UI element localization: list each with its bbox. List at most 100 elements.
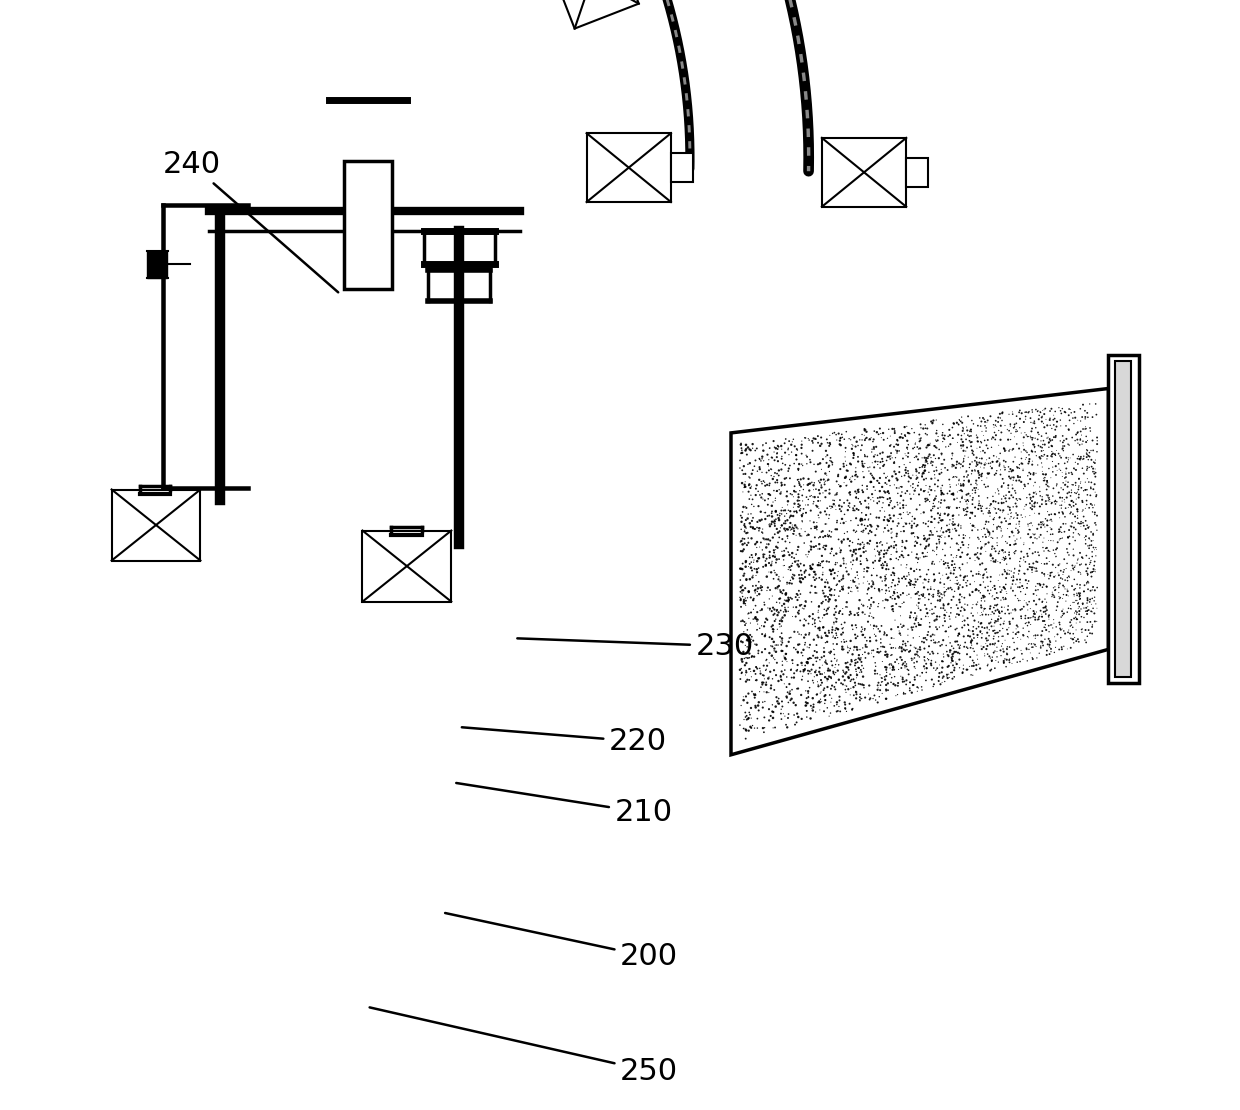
Point bbox=[967, 428, 987, 446]
Point bbox=[918, 436, 937, 454]
Point bbox=[1064, 415, 1084, 433]
Point bbox=[844, 686, 864, 704]
Point bbox=[1085, 475, 1105, 493]
Point bbox=[975, 460, 994, 477]
Point bbox=[951, 440, 971, 457]
Point bbox=[978, 523, 998, 541]
Point bbox=[802, 559, 822, 577]
Point bbox=[758, 582, 777, 599]
Point bbox=[905, 646, 925, 664]
Point bbox=[862, 517, 882, 535]
Point bbox=[1058, 544, 1078, 562]
Point bbox=[937, 596, 957, 614]
Point bbox=[993, 627, 1013, 645]
Point bbox=[764, 623, 784, 640]
Point bbox=[732, 633, 751, 650]
Point bbox=[877, 561, 897, 578]
Point bbox=[1059, 521, 1079, 538]
Point bbox=[1027, 559, 1047, 577]
Point bbox=[1080, 582, 1100, 599]
Point bbox=[730, 506, 750, 524]
Point bbox=[754, 708, 774, 726]
Point bbox=[993, 494, 1013, 512]
Point bbox=[1022, 558, 1042, 576]
Point bbox=[821, 528, 841, 546]
Point bbox=[821, 453, 841, 471]
Point bbox=[746, 440, 766, 457]
Point bbox=[945, 515, 965, 533]
Point bbox=[844, 541, 864, 558]
Point bbox=[825, 615, 844, 633]
Point bbox=[1076, 527, 1096, 545]
Point bbox=[967, 433, 987, 451]
Point bbox=[768, 452, 787, 470]
Point bbox=[756, 434, 776, 452]
Point bbox=[882, 519, 901, 537]
Point bbox=[1050, 496, 1070, 514]
Point bbox=[994, 598, 1014, 616]
Point bbox=[904, 608, 924, 626]
Point bbox=[743, 548, 763, 566]
Point bbox=[832, 605, 852, 623]
Point bbox=[1021, 521, 1040, 538]
Point bbox=[935, 458, 955, 476]
Point bbox=[1024, 484, 1044, 502]
Point bbox=[941, 617, 961, 635]
Point bbox=[977, 464, 997, 482]
Point bbox=[782, 486, 802, 504]
Point bbox=[952, 664, 972, 682]
Point bbox=[1076, 521, 1096, 538]
Point bbox=[1003, 418, 1023, 436]
Point bbox=[852, 476, 872, 494]
Point bbox=[1033, 447, 1053, 465]
Point bbox=[846, 466, 866, 484]
Point bbox=[1014, 534, 1034, 552]
Point bbox=[981, 582, 1001, 599]
Point bbox=[1003, 629, 1023, 647]
Point bbox=[773, 547, 792, 565]
Point bbox=[746, 545, 766, 563]
Point bbox=[977, 521, 997, 538]
Point bbox=[1070, 436, 1090, 454]
Point bbox=[949, 515, 968, 533]
Point bbox=[932, 589, 952, 607]
Point bbox=[760, 582, 780, 599]
Bar bbox=[671, 153, 693, 182]
Point bbox=[990, 622, 1009, 639]
Point bbox=[864, 458, 884, 476]
Point bbox=[908, 438, 928, 456]
Point bbox=[1053, 441, 1073, 458]
Point bbox=[1064, 587, 1084, 605]
Bar bbox=[1109, 355, 1140, 683]
Point bbox=[1038, 477, 1058, 495]
Point bbox=[801, 559, 821, 577]
Point bbox=[962, 630, 982, 648]
Point bbox=[1003, 582, 1023, 599]
Point bbox=[955, 589, 975, 607]
Point bbox=[926, 535, 946, 553]
Point bbox=[1087, 522, 1107, 539]
Point bbox=[858, 685, 878, 703]
Point bbox=[832, 533, 852, 551]
Point bbox=[841, 542, 861, 559]
Point bbox=[774, 551, 794, 568]
Point bbox=[866, 482, 885, 500]
Point bbox=[1014, 598, 1034, 616]
Point bbox=[1064, 625, 1084, 643]
Point bbox=[1023, 517, 1043, 535]
Point bbox=[745, 452, 765, 470]
Point bbox=[1047, 541, 1066, 558]
Point bbox=[918, 547, 937, 565]
Point bbox=[878, 522, 898, 539]
Point bbox=[846, 654, 866, 672]
Point bbox=[955, 638, 975, 656]
Point bbox=[930, 465, 950, 483]
Point bbox=[926, 422, 946, 440]
Point bbox=[820, 591, 839, 608]
Point bbox=[853, 455, 873, 473]
Point bbox=[1002, 523, 1022, 541]
Point bbox=[810, 535, 830, 553]
Point bbox=[1058, 583, 1078, 601]
Point bbox=[939, 657, 959, 675]
Point bbox=[848, 649, 868, 667]
